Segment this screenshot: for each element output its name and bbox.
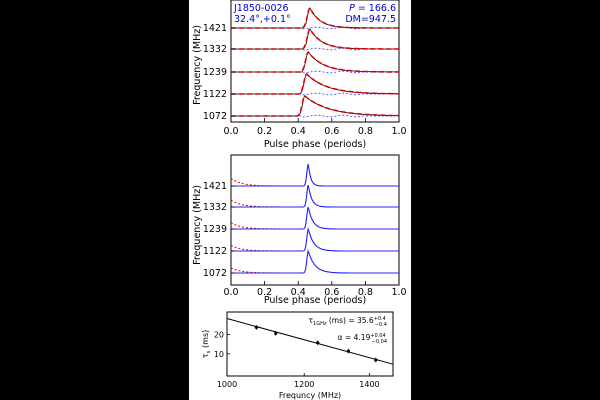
middle-profile-1122 [231, 226, 399, 252]
bottom-xtick-label-1400: 1400 [359, 380, 379, 389]
middle-model-1421 [230, 177, 282, 187]
middle-xtick-label-0.8: 0.8 [358, 287, 373, 298]
top-title-right-1: P = 166.6 [349, 3, 396, 14]
bottom-axis-ticks: 1000 1200 1400 10 20 [214, 331, 380, 389]
middle-profiles [230, 164, 399, 274]
middle-ytick-label-1332: 1332 [203, 202, 227, 213]
middle-profile-1332 [231, 184, 399, 208]
middle-profile-1072 [231, 249, 399, 274]
top-x-label: Pulse phase (periods) [264, 139, 366, 150]
multi-panel-chart: 1421 1332 1239 1122 1072 0.0 0.2 0.4 0.6 0.8 1.0 J… [192, 0, 407, 400]
top-xtick-label-0.0: 0.0 [223, 126, 238, 137]
top-y-label: Frequency (MHz) [192, 25, 203, 105]
figure-panel: 1421 1332 1239 1122 1072 0.0 0.2 0.4 0.6 0.8 1.0 J… [189, 0, 411, 400]
bottom-y-label: τs (ms) [201, 330, 212, 358]
top-ytick-label-1122: 1122 [203, 89, 227, 100]
top-title-right-2: DM=947.5 [345, 14, 396, 25]
middle-model-1122 [230, 244, 282, 252]
middle-x-label: Pulse phase (periods) [264, 295, 366, 306]
top-model-1072 [231, 94, 399, 117]
top-model-1332 [231, 27, 399, 50]
bottom-xtick-label-1000: 1000 [217, 380, 237, 389]
alpha-annotation: α = 4.19+0.04 −0.04 [338, 333, 387, 345]
bottom-plot-frame [226, 311, 394, 377]
top-profiles [231, 6, 400, 118]
middle-xtick-label-1.0: 1.0 [391, 287, 406, 298]
bottom-panel: 1000 1200 1400 10 20 τ1GHz (ms) = 35.6+0.4 −0… [201, 311, 394, 400]
middle-model-1332 [230, 199, 282, 208]
top-profile-1332 [231, 28, 399, 50]
middle-ytick-label-1421: 1421 [203, 181, 227, 192]
top-model-1122 [231, 72, 399, 95]
top-model-1239 [231, 50, 399, 73]
top-profile-1239 [231, 51, 400, 73]
bottom-ytick-label-20: 20 [214, 331, 224, 340]
top-ytick-label-1421: 1421 [203, 23, 227, 34]
top-ytick-label-1072: 1072 [203, 111, 227, 122]
top-title-left-1: J1850-0026 [233, 3, 289, 14]
top-xtick-label-0.8: 0.8 [358, 126, 373, 137]
middle-ytick-label-1239: 1239 [203, 224, 227, 235]
bottom-scatter [226, 318, 394, 365]
middle-axis-ticks: 1421 1332 1239 1122 1072 0.0 0.2 0.4 0.6 0.8 1.0 [203, 181, 407, 298]
top-axis-ticks: 1421 1332 1239 1122 1072 0.0 0.2 0.4 0.6 0.8 1.0 [203, 23, 407, 137]
top-panel: 1421 1332 1239 1122 1072 0.0 0.2 0.4 0.6 0.8 1.0 J… [192, 0, 407, 150]
middle-plot-frame [230, 154, 400, 286]
middle-y-label: Frequency (MHz) [192, 185, 203, 265]
middle-panel: 1421 1332 1239 1122 1072 0.0 0.2 0.4 0.6 0.8 1.0 P… [192, 154, 407, 306]
middle-xtick-label-0.2: 0.2 [257, 287, 272, 298]
middle-ytick-label-1122: 1122 [203, 246, 227, 257]
middle-xtick-label-0.6: 0.6 [324, 287, 339, 298]
tau-annotation: τ1GHz (ms) = 35.6+0.4 −0.4 [309, 316, 387, 328]
middle-xtick-label-0.0: 0.0 [223, 287, 238, 298]
top-model-1421 [231, 6, 399, 29]
bottom-xtick-label-1200: 1200 [294, 380, 314, 389]
fit-line [226, 318, 394, 365]
middle-ytick-label-1072: 1072 [203, 268, 227, 279]
top-xtick-label-0.4: 0.4 [291, 126, 306, 137]
top-xtick-label-0.2: 0.2 [257, 126, 272, 137]
middle-model-1239 [230, 222, 282, 230]
middle-model-1072 [230, 267, 282, 274]
top-profile-1122 [231, 73, 399, 95]
top-plot-frame [230, 0, 400, 123]
middle-profile-1239 [231, 206, 399, 230]
middle-xtick-label-0.4: 0.4 [291, 287, 306, 298]
bottom-x-label: Frequncy (MHz) [279, 391, 341, 400]
top-xtick-label-0.6: 0.6 [324, 126, 339, 137]
bottom-ytick-label-10: 10 [214, 350, 224, 359]
top-ytick-label-1332: 1332 [203, 44, 227, 55]
top-ytick-label-1239: 1239 [203, 67, 227, 78]
top-profile-1072 [231, 95, 399, 117]
middle-profile-1421 [231, 164, 399, 187]
top-title-left-2: 32.4°,+0.1° [234, 14, 291, 25]
top-xtick-label-1.0: 1.0 [391, 126, 406, 137]
